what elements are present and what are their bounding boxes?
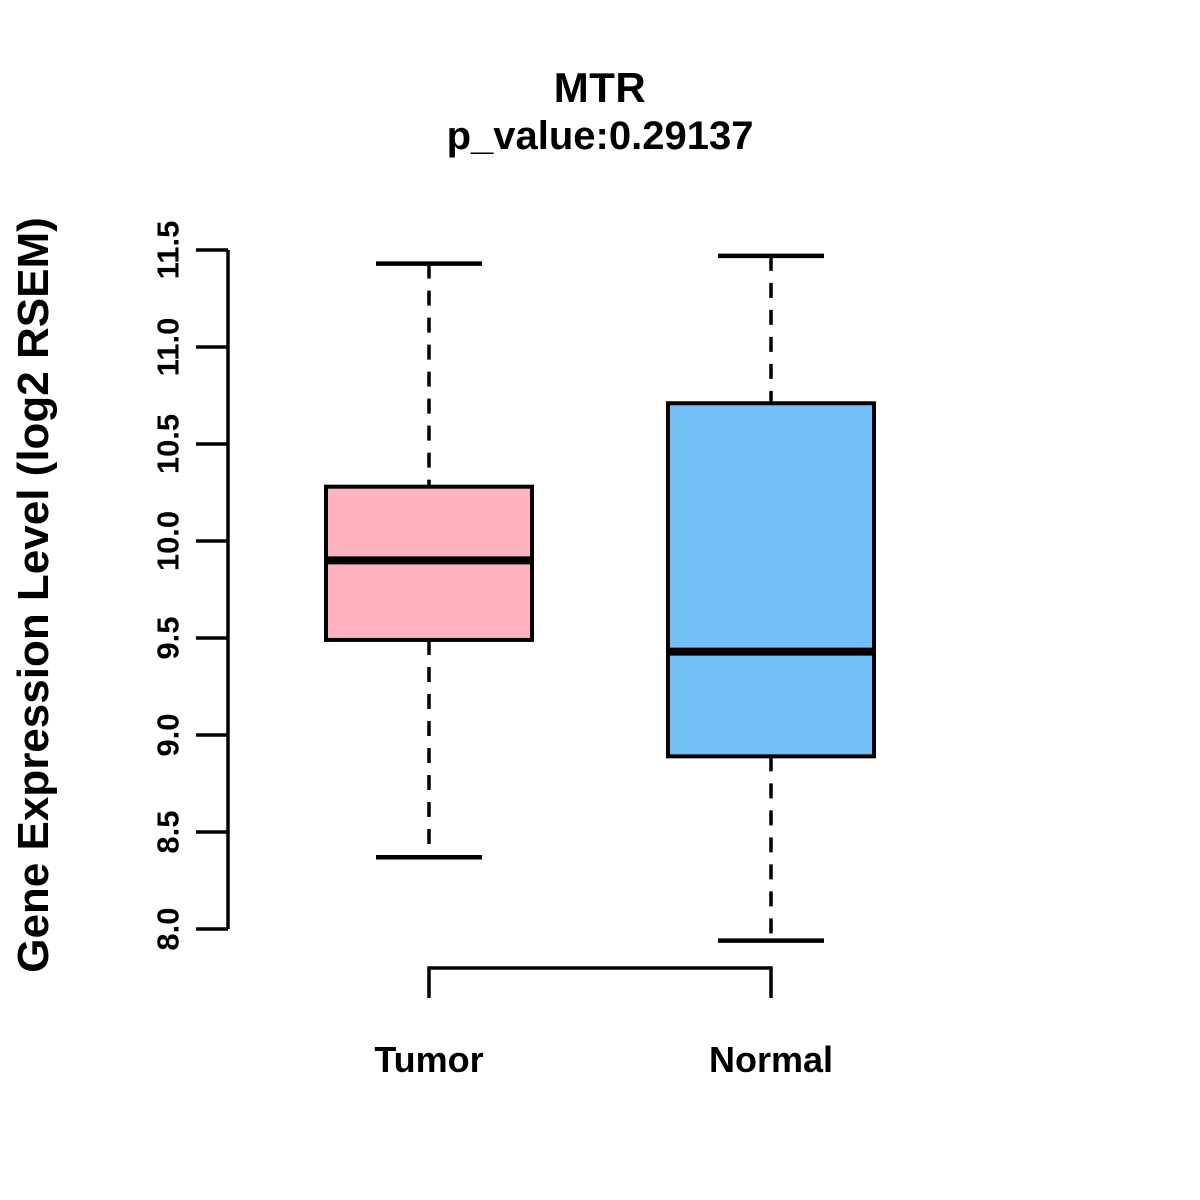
chart-subtitle-pvalue: p_value:0.29137 [446, 114, 754, 158]
y-axis-tick-label: 11.0 [151, 318, 186, 377]
y-axis-tick-label: 10.0 [151, 511, 186, 571]
title-block: MTR p_value:0.29137 [0, 64, 1200, 160]
y-axis-tick-label: 9.0 [151, 713, 186, 756]
y-axis-tick-label: 10.5 [151, 414, 186, 474]
x-axis-bracket [427, 966, 773, 998]
x-axis-group-label: Tumor [374, 1039, 483, 1080]
y-axis-tick-label: 8.5 [151, 810, 186, 853]
x-axis-group-label: Normal [709, 1039, 833, 1080]
y-axis-tick-label: 9.5 [151, 616, 186, 659]
chart-title: MTR [553, 64, 647, 111]
y-axis-label: Gene Expression Level (log2 RSEM) [9, 217, 58, 973]
y-axis-tick-label: 11.5 [151, 221, 186, 280]
y-axis-tick-label: 8.0 [151, 907, 186, 950]
iqr-box-normal [666, 401, 876, 759]
